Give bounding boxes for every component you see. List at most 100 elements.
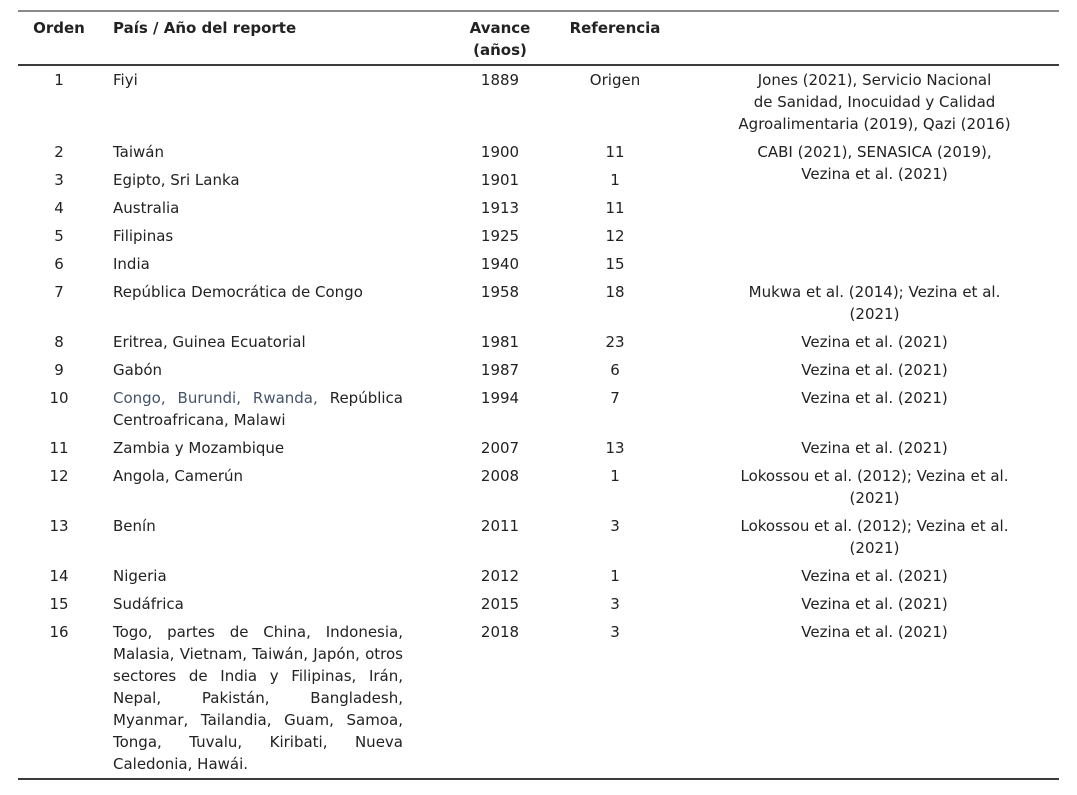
highlighted-country-list: Congo, Burundi, Rwanda, (113, 389, 318, 407)
cell-orden: 3 (54, 171, 64, 189)
cell-citas: Vezina et al. (2021) (801, 439, 948, 457)
cell-pais: Zambia y Mozambique (113, 439, 285, 457)
table-row-12: 12 Angola, Camerún 2008 1 Lokossou et al… (18, 462, 1059, 512)
cell-referencia: 3 (610, 623, 620, 641)
cell-pais: Sudáfrica (113, 595, 184, 613)
cell-referencia: 23 (605, 333, 625, 351)
cell-referencia: 12 (605, 227, 625, 245)
table-header: Orden País / Año del reporte Avance (año… (18, 11, 1059, 66)
cell-referencia: 11 (605, 199, 625, 217)
cell-pais: Egipto, Sri Lanka (113, 171, 240, 189)
cell-citas: Lokossou et al. (2012); Vezina et al. (2… (740, 517, 1009, 557)
header-row: Orden País / Año del reporte Avance (año… (18, 11, 1059, 66)
cell-referencia: 7 (610, 389, 620, 407)
cell-pais: Australia (113, 199, 180, 217)
cell-citas: Vezina et al. (2021) (801, 567, 948, 585)
cell-pais: Filipinas (113, 227, 174, 245)
cell-citas-empty (690, 250, 1059, 278)
cell-orden: 2 (54, 143, 64, 161)
cell-avance: 1913 (480, 199, 520, 217)
cell-orden: 5 (54, 227, 64, 245)
cell-pais: Angola, Camerún (113, 467, 244, 485)
cell-pais: Togo, partes de China, Indonesia, Malasi… (113, 623, 403, 773)
cell-orden: 13 (49, 517, 69, 535)
cell-orden: 15 (49, 595, 69, 613)
cell-avance: 2015 (480, 595, 520, 613)
cell-citas: Vezina et al. (2021) (801, 333, 948, 351)
cell-pais: Eritrea, Guinea Ecuatorial (113, 333, 306, 351)
table-row-1: 1 Fiyi 1889 Origen Jones (2021), Servici… (18, 65, 1059, 138)
col-header-orden: Orden (18, 11, 100, 66)
cell-citas: Vezina et al. (2021) (801, 623, 948, 641)
cell-referencia: 15 (605, 255, 625, 273)
table-row-3: 3 Egipto, Sri Lanka 1901 1 (18, 166, 1059, 194)
table-row-8: 8 Eritrea, Guinea Ecuatorial 1981 23 Vez… (18, 328, 1059, 356)
cell-pais-rest: República Centroafricana, Malawi (113, 389, 404, 429)
cell-avance: 2007 (480, 439, 520, 457)
col-header-avance: Avance (años) (460, 11, 540, 66)
table-row-4: 4 Australia 1913 11 (18, 194, 1059, 222)
col-header-pais: País / Año del reporte (100, 11, 460, 66)
table-row-15: 15 Sudáfrica 2015 3 Vezina et al. (2021) (18, 590, 1059, 618)
cell-orden: 6 (54, 255, 64, 273)
cell-avance: 2011 (480, 517, 520, 535)
col-header-citas-empty (690, 11, 1059, 66)
table-row-5: 5 Filipinas 1925 12 (18, 222, 1059, 250)
cell-citas: Jones (2021), Servicio Nacional de Sanid… (738, 71, 1011, 133)
cell-orden: 8 (54, 333, 64, 351)
cell-avance: 1958 (480, 283, 520, 301)
cell-pais: Benín (113, 517, 156, 535)
cell-avance: 1981 (480, 333, 520, 351)
cell-avance: 1900 (480, 143, 520, 161)
cell-orden: 1 (54, 71, 64, 89)
cell-orden: 14 (49, 567, 69, 585)
cell-avance: 1994 (480, 389, 520, 407)
table-row-14: 14 Nigeria 2012 1 Vezina et al. (2021) (18, 562, 1059, 590)
cell-pais: Gabón (113, 361, 163, 379)
cell-citas-rowspan: CABI (2021), SENASICA (2019), Vezina et … (757, 143, 992, 183)
table-body: 1 Fiyi 18 8 9 Origen Jones (2021), Servici… (18, 65, 1059, 779)
cell-pais: India (113, 255, 150, 273)
table-row-16: 16 Togo, partes de China, Indonesia, Mal… (18, 618, 1059, 779)
report-table: Orden País / Año del reporte Avance (año… (18, 10, 1059, 780)
table-row-6: 6 India 1940 15 (18, 250, 1059, 278)
cell-citas: Vezina et al. (2021) (801, 389, 948, 407)
table-row-2: 2 Taiwán 1900 11 CABI (2021), SENASICA (… (18, 138, 1059, 183)
cell-referencia: 6 (610, 361, 620, 379)
cell-pais: Fiyi (113, 71, 138, 89)
cell-pais: Congo, Burundi, Rwanda, República Centro… (100, 384, 460, 434)
cell-orden: 12 (49, 467, 69, 485)
cell-citas: Vezina et al. (2021) (801, 595, 948, 613)
cell-citas: Mukwa et al. (2014); Vezina et al. (2021… (748, 283, 1001, 323)
cell-orden: 9 (54, 361, 64, 379)
cell-avance: 2012 (480, 567, 520, 585)
cell-orden: 4 (54, 199, 64, 217)
cell-citas: Vezina et al. (2021) (801, 361, 948, 379)
cell-avance: 2008 (480, 467, 520, 485)
cell-avance: 1901 (480, 171, 520, 189)
cell-avance: 1987 (480, 361, 520, 379)
cell-referencia: Origen (589, 71, 641, 89)
cell-referencia: 1 (610, 171, 620, 189)
cell-citas: Lokossou et al. (2012); Vezina et al. (2… (740, 467, 1009, 507)
cell-orden: 7 (54, 283, 64, 301)
cell-referencia: 3 (610, 595, 620, 613)
col-header-referencia: Referencia (540, 11, 690, 66)
cell-citas-empty (690, 194, 1059, 222)
cell-pais: República Democrática de Congo (113, 283, 363, 301)
table-row-7: 7 República Democrática de Congo 1958 18… (18, 278, 1059, 328)
cell-avance: 2018 (480, 623, 520, 641)
cell-orden: 16 (49, 623, 69, 641)
cell-citas-empty (690, 222, 1059, 250)
table-row-9: 9 Gabón 1987 6 Vezina et al. (2021) (18, 356, 1059, 384)
cell-referencia: 18 (605, 283, 625, 301)
table-row-11: 11 Zambia y Mozambique 2007 13 Vezina et… (18, 434, 1059, 462)
cell-referencia: 11 (605, 143, 625, 161)
cell-pais: Taiwán (113, 143, 165, 161)
cell-referencia: 1 (610, 467, 620, 485)
cell-pais: Nigeria (113, 567, 167, 585)
cell-orden: 11 (49, 439, 69, 457)
table-row-10: 10 Congo, Burundi, Rwanda, República Cen… (18, 384, 1059, 434)
cell-referencia: 1 (610, 567, 620, 585)
